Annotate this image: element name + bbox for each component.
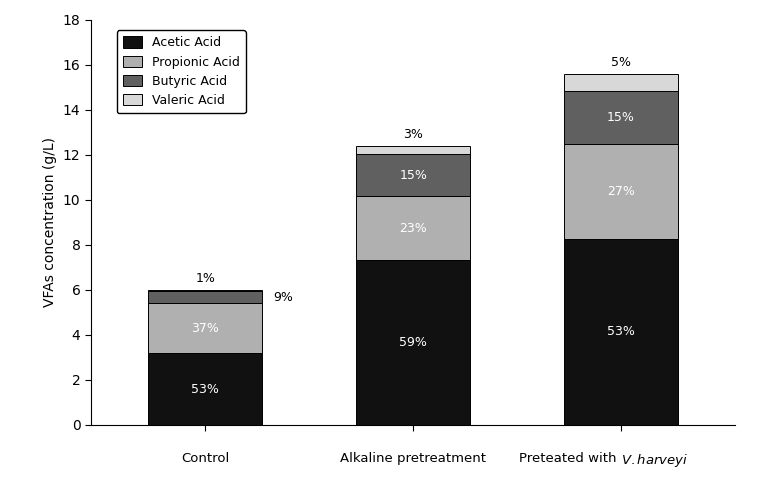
Text: 53%: 53% (191, 382, 219, 396)
Text: 23%: 23% (399, 222, 427, 235)
Text: 53%: 53% (607, 326, 635, 338)
Text: 59%: 59% (399, 336, 427, 349)
Text: 37%: 37% (191, 322, 219, 335)
Bar (564, 144, 678, 239)
Bar (148, 303, 262, 353)
Legend: Acetic Acid, Propionic Acid, Butyric Acid, Valeric Acid: Acetic Acid, Propionic Acid, Butyric Aci… (117, 30, 246, 113)
Text: 5%: 5% (611, 56, 631, 69)
Bar (564, 239, 678, 425)
Bar (564, 74, 678, 91)
Text: 9%: 9% (273, 291, 293, 304)
Bar (148, 290, 262, 291)
Text: 15%: 15% (607, 111, 635, 124)
Bar (356, 146, 470, 154)
Text: 3%: 3% (403, 128, 423, 141)
Bar (356, 154, 470, 196)
Text: Alkaline pretreatment: Alkaline pretreatment (340, 452, 486, 465)
Bar (148, 353, 262, 425)
Text: Preteated with: Preteated with (519, 452, 621, 465)
Bar (356, 196, 470, 260)
Text: 27%: 27% (607, 185, 635, 198)
Bar (564, 91, 678, 144)
Text: 1%: 1% (196, 272, 215, 286)
Text: Control: Control (181, 452, 230, 465)
Y-axis label: VFAs concentration (g/L): VFAs concentration (g/L) (43, 137, 58, 307)
Bar (356, 260, 470, 425)
Text: $\it{V. harveyi}$: $\it{V. harveyi}$ (621, 452, 688, 469)
Bar (148, 291, 262, 303)
Text: 15%: 15% (399, 168, 427, 182)
